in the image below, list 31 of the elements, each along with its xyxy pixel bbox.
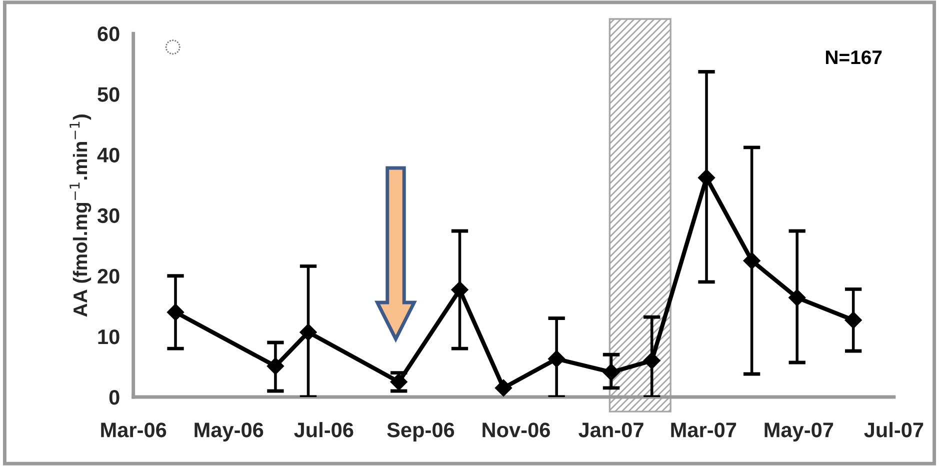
point	[698, 169, 716, 186]
y-tick-label: 40	[97, 148, 120, 162]
point	[844, 312, 862, 329]
y-tick-label: 10	[98, 329, 120, 344]
y-tick-label: 30	[97, 208, 120, 224]
annotation: ◌	[165, 39, 180, 55]
point	[451, 281, 468, 298]
x-tick-label: Jul-06	[294, 422, 354, 438]
x-tick-label: May-06	[194, 422, 264, 442]
x-tick-label: Mar-06	[101, 422, 166, 438]
x-tick-label: Jan-07	[578, 422, 644, 438]
x-tick-label: Mar-07	[671, 422, 736, 438]
point	[788, 289, 806, 306]
point	[300, 324, 317, 341]
x-tick-label: Jul-07	[864, 422, 924, 438]
y-tick-label: 50	[98, 87, 120, 102]
x-tick-label: May-07	[764, 422, 834, 442]
point	[643, 352, 660, 370]
y-tick-label: 0	[109, 390, 120, 405]
y-axis-title: AA (fmol.mg$^{−1}$.min$^{−1}$)	[70, 114, 92, 317]
y-tick-label: 60	[98, 26, 120, 42]
x-tick-label: Nov-06	[482, 422, 550, 438]
x-tick-label: Sep-06	[387, 422, 454, 442]
annotation: N=167	[826, 50, 882, 64]
point	[548, 350, 566, 368]
point	[166, 304, 184, 321]
point	[602, 364, 620, 381]
point	[266, 358, 284, 375]
point	[743, 252, 760, 270]
y-tick-label: 20	[98, 268, 120, 284]
point	[494, 379, 512, 396]
